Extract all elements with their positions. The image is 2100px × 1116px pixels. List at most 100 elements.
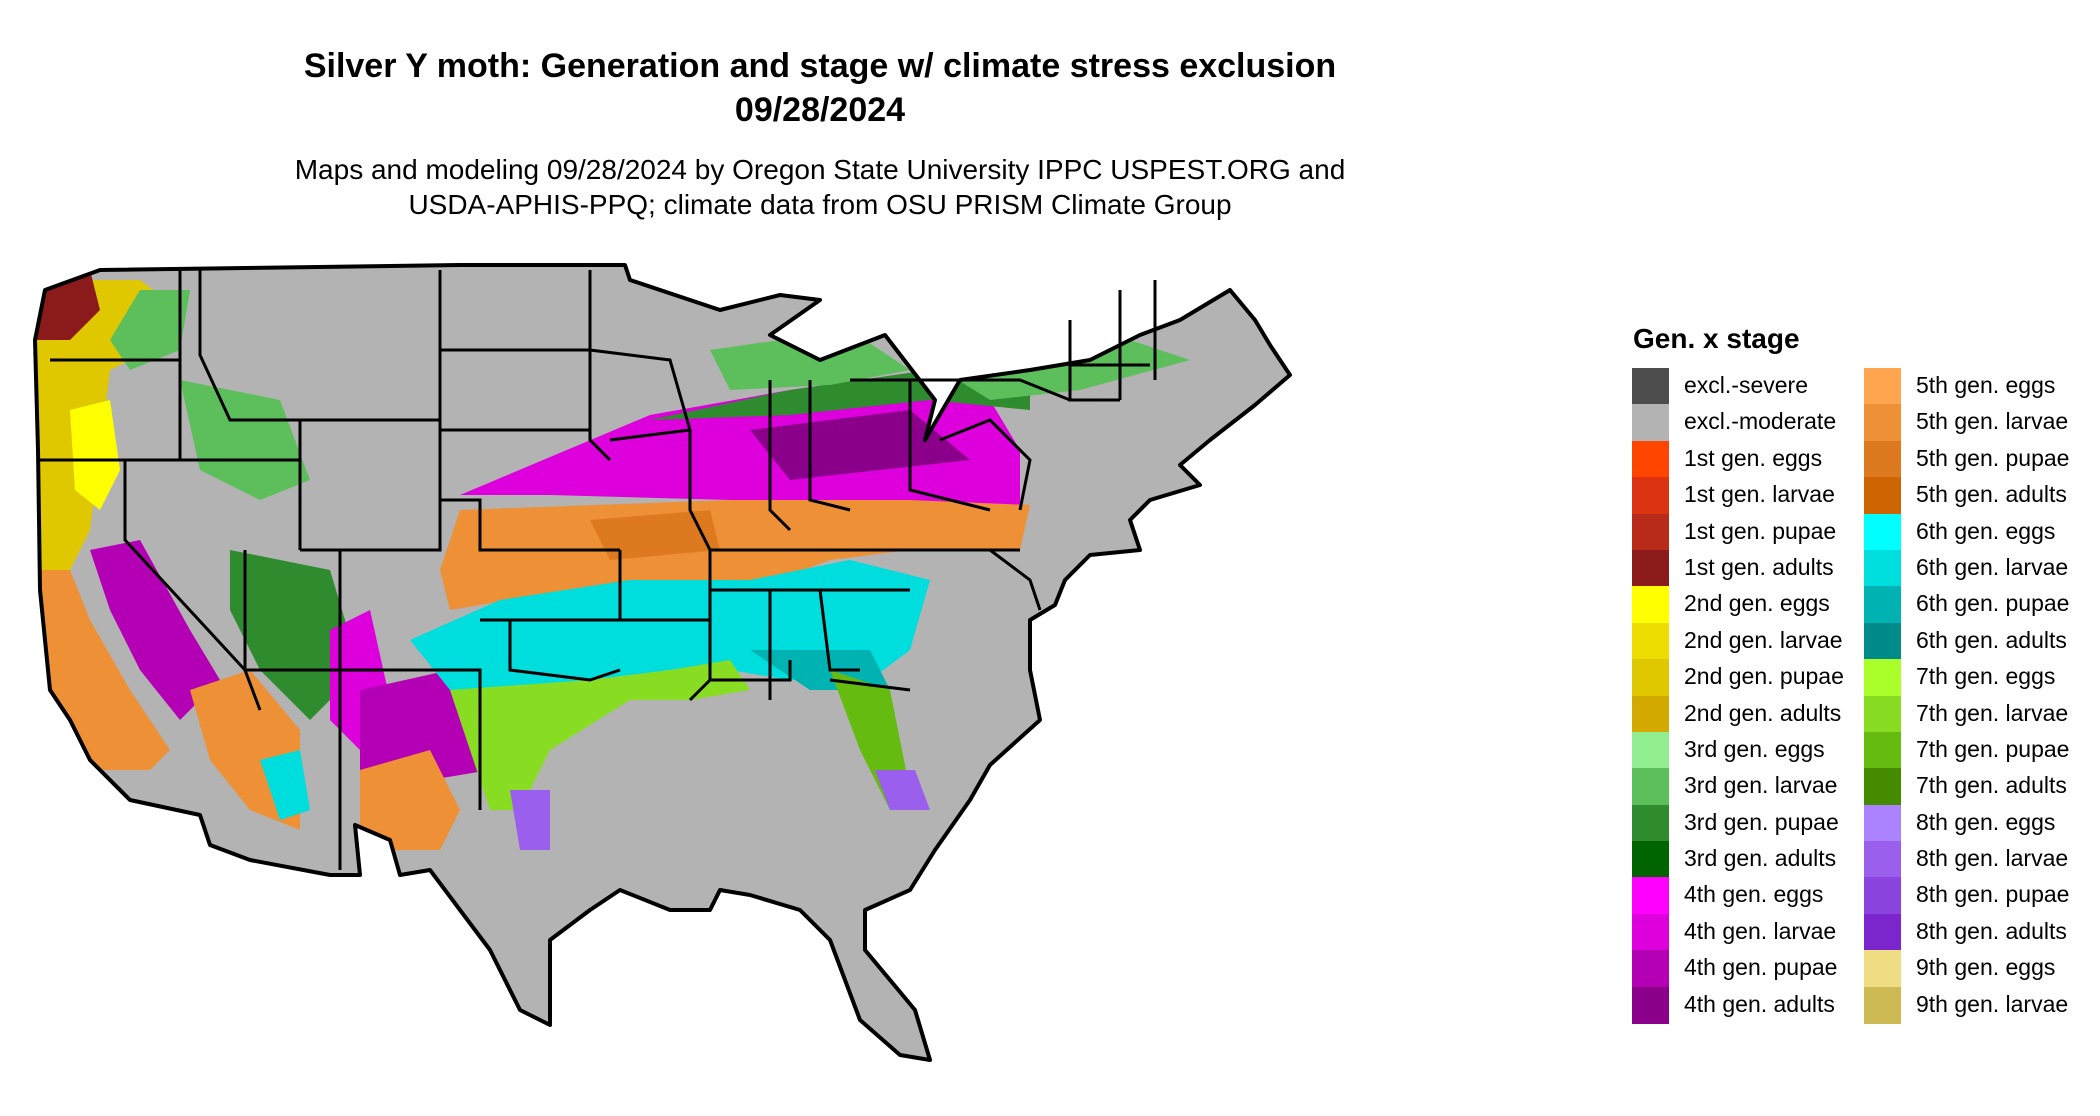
stage-zones xyxy=(35,265,1290,1060)
legend-item: 3rd gen. pupae xyxy=(1632,804,1872,842)
border-ny-ne xyxy=(1068,320,1120,402)
border-nc-sc xyxy=(989,548,1042,611)
border-mn xyxy=(588,270,692,442)
legend-swatch xyxy=(1632,731,1669,769)
legend-swatch xyxy=(1632,622,1669,660)
legend-item: 8th gen. larvae xyxy=(1864,841,2100,879)
legend-label: 9th gen. larvae xyxy=(1916,990,2069,1017)
border-nm-tx xyxy=(340,668,482,810)
legend-item: 2nd gen. larvae xyxy=(1632,622,1872,660)
legend-swatch xyxy=(1864,695,1901,733)
zone-4th-gen-adults xyxy=(750,410,970,480)
legend-item: 1st gen. pupae xyxy=(1632,513,1872,551)
legend-item: 3rd gen. larvae xyxy=(1632,768,1872,806)
border-ne-ks xyxy=(440,498,620,552)
border-il-in xyxy=(768,380,792,532)
legend-label: 5th gen. larvae xyxy=(1916,408,2069,435)
legend-swatch xyxy=(1864,913,1901,951)
zone-2nd-gen-eggs xyxy=(70,400,120,510)
legend-swatch xyxy=(1864,513,1901,551)
legend-label: 3rd gen. adults xyxy=(1684,845,1837,872)
legend-item: 2nd gen. eggs xyxy=(1632,586,1872,624)
legend-label: 7th gen. larvae xyxy=(1916,699,2069,726)
legend-swatch xyxy=(1864,477,1901,515)
us-outline xyxy=(33,263,1292,1062)
legend-swatch xyxy=(1632,768,1669,806)
legend-swatch xyxy=(1864,841,1901,879)
legend-swatch xyxy=(1864,368,1901,405)
zone-5th-gen-larvae-nm xyxy=(360,750,460,850)
legend-label: 2nd gen. eggs xyxy=(1684,590,1830,617)
legend-label: 8th gen. larvae xyxy=(1916,845,2069,872)
legend-item: 6th gen. eggs xyxy=(1864,513,2100,551)
border-ok-tx xyxy=(480,618,621,682)
legend-swatch xyxy=(1864,950,1901,988)
legend-swatch xyxy=(1632,404,1669,442)
legend-label: 2nd gen. adults xyxy=(1684,699,1842,726)
legend-label: 8th gen. eggs xyxy=(1916,808,2056,835)
legend-label: 6th gen. pupae xyxy=(1916,590,2070,617)
legend-item: 9th gen. eggs xyxy=(1864,950,2100,988)
legend-item: 8th gen. eggs xyxy=(1864,804,2100,842)
legend-swatch xyxy=(1864,440,1901,478)
legend-label: 8th gen. pupae xyxy=(1916,881,2070,908)
legend-item: 3rd gen. adults xyxy=(1632,841,1872,879)
legend-label: 4th gen. adults xyxy=(1684,990,1835,1017)
map-subtitle: Maps and modeling 09/28/2024 by Oregon S… xyxy=(0,152,1640,222)
legend-swatch xyxy=(1632,659,1669,697)
legend-item: 4th gen. eggs xyxy=(1632,877,1872,915)
legend-swatch xyxy=(1632,913,1669,951)
legend-item: 5th gen. adults xyxy=(1864,477,2100,515)
legend-label: 2nd gen. pupae xyxy=(1684,663,1844,690)
legend-item: 5th gen. larvae xyxy=(1864,404,2100,442)
zone-6th-gen-larvae-az xyxy=(260,750,310,820)
legend-item: 8th gen. pupae xyxy=(1864,877,2100,915)
zone-3rd-gen-larvae-id xyxy=(180,380,310,500)
border-fl-north xyxy=(829,678,911,692)
legend-item: 7th gen. larvae xyxy=(1864,695,2100,733)
title-line-1: Silver Y moth: Generation and stage w/ c… xyxy=(303,47,1337,85)
legend-item: excl.-severe xyxy=(1632,368,1872,405)
zone-8th-gen-larvae-fl xyxy=(875,770,930,810)
legend-label: 4th gen. larvae xyxy=(1684,917,1837,944)
legend-label: 5th gen. adults xyxy=(1916,481,2067,508)
legend-swatch xyxy=(1632,695,1669,733)
us-generation-map xyxy=(33,263,1292,1062)
border-ut-az xyxy=(243,550,340,672)
legend-item: 9th gen. larvae xyxy=(1864,986,2100,1024)
legend-item: 7th gen. pupae xyxy=(1864,731,2100,769)
legend-label: 7th gen. pupae xyxy=(1916,735,2070,762)
legend-label: 1st gen. larvae xyxy=(1684,481,1835,508)
legend-item: 1st gen. larvae xyxy=(1632,477,1872,515)
legend-swatch xyxy=(1864,986,1901,1024)
legend-label: 7th gen. adults xyxy=(1916,772,2067,799)
legend-swatch xyxy=(1864,768,1901,806)
legend-swatch xyxy=(1632,513,1669,551)
legend-swatch xyxy=(1632,877,1669,915)
legend-swatch xyxy=(1632,586,1669,624)
legend-swatch xyxy=(1864,659,1901,697)
legend-item: 5th gen. eggs xyxy=(1864,368,2100,405)
subtitle-line-1: Maps and modeling 09/28/2024 by Oregon S… xyxy=(294,154,1346,185)
legend-item: 2nd gen. adults xyxy=(1632,695,1872,733)
legend-label: excl.-severe xyxy=(1684,372,1808,398)
legend-item: 6th gen. adults xyxy=(1864,622,2100,660)
legend-item: excl.-moderate xyxy=(1632,404,1872,442)
border-mo xyxy=(688,430,712,620)
legend-swatch xyxy=(1864,549,1901,587)
legend-item: 7th gen. eggs xyxy=(1864,659,2100,697)
border-nd-sd xyxy=(440,348,612,462)
legend-item: 6th gen. larvae xyxy=(1864,549,2100,587)
legend-swatch xyxy=(1632,804,1669,842)
legend-label: 8th gen. adults xyxy=(1916,917,2067,944)
title-line-2: 09/28/2024 xyxy=(734,91,906,129)
legend-label: 3rd gen. eggs xyxy=(1684,735,1825,762)
border-la-ms xyxy=(710,660,792,682)
legend-item: 4th gen. adults xyxy=(1632,986,1872,1024)
legend-label: 6th gen. eggs xyxy=(1916,517,2056,544)
legend-label: 9th gen. eggs xyxy=(1916,954,2056,981)
zone-5th-gen-pupae xyxy=(590,510,720,560)
legend-item: 6th gen. pupae xyxy=(1864,586,2100,624)
legend-label: 5th gen. eggs xyxy=(1916,372,2056,398)
